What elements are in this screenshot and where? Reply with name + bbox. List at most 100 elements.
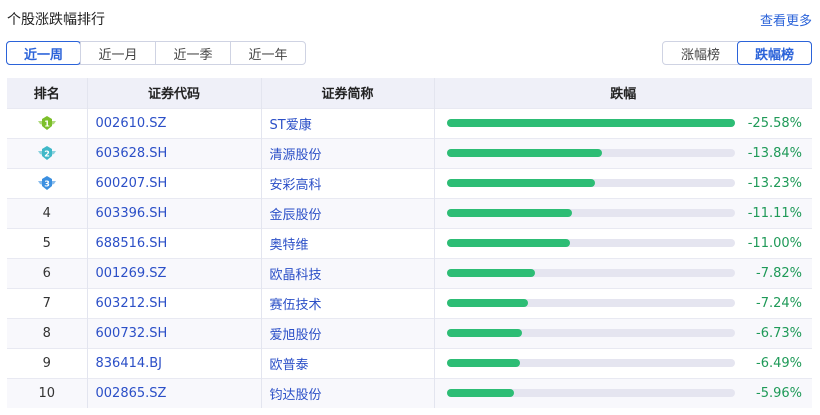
table-row[interactable]: 5 688516.SH 奥特维 -11.00% <box>7 227 812 258</box>
change-bar <box>446 209 735 217</box>
name-link[interactable]: 安彩高科 <box>261 167 435 198</box>
change-value: -25.58% <box>747 115 802 131</box>
change-bar-fill <box>446 209 572 217</box>
table-row[interactable]: 4 603396.SH 金辰股份 -11.11% <box>7 197 812 228</box>
table-row[interactable]: 2 603628.SH 清源股份 -13.84% <box>7 137 812 168</box>
change-value: -11.11% <box>747 205 802 221</box>
page-title: 个股涨跌幅排行 <box>7 12 105 28</box>
medal-icon: 3 <box>37 175 56 191</box>
name-link[interactable]: 欧普泰 <box>261 347 435 378</box>
change-bar <box>446 179 735 187</box>
change-bar-fill <box>446 149 603 157</box>
svg-text:2: 2 <box>44 150 50 159</box>
rank-cell: 9 <box>7 347 88 378</box>
change-cell: -6.49% <box>434 347 812 378</box>
change-bar <box>446 119 735 127</box>
rank-cell: 4 <box>7 197 88 228</box>
name-link[interactable]: 钧达股份 <box>261 377 435 408</box>
change-cell: -6.73% <box>434 317 812 348</box>
change-bar <box>446 389 735 398</box>
change-bar <box>446 359 735 367</box>
name-link[interactable]: ST爱康 <box>261 107 435 138</box>
change-bar-fill <box>446 239 571 247</box>
board-tab-1[interactable]: 涨幅榜 <box>680 47 720 63</box>
svg-text:1: 1 <box>44 120 50 129</box>
code-link[interactable]: 836414.BJ <box>87 347 262 378</box>
rank-cell: 2 <box>7 137 88 168</box>
name-link[interactable]: 赛伍技术 <box>261 287 435 318</box>
table-row[interactable]: 3 600207.SH 安彩高科 -13.23% <box>7 167 812 198</box>
col-rank: 排名 <box>7 78 88 108</box>
change-cell: -11.11% <box>434 197 812 228</box>
code-link[interactable]: 603396.SH <box>87 197 262 228</box>
change-value: -6.73% <box>756 325 802 341</box>
rank-cell: 6 <box>7 257 88 288</box>
change-cell: -7.82% <box>434 257 812 288</box>
period-tab-4[interactable]: 近一年 <box>230 42 305 64</box>
name-link[interactable]: 清源股份 <box>261 137 435 168</box>
name-link[interactable]: 奥特维 <box>261 227 435 258</box>
table-row[interactable]: 6 001269.SZ 欧晶科技 -7.82% <box>7 257 812 288</box>
code-link[interactable]: 001269.SZ <box>87 257 262 288</box>
svg-text:3: 3 <box>44 180 50 189</box>
change-bar <box>446 149 735 157</box>
period-tab-1[interactable]: 近一周 <box>6 41 81 65</box>
col-name: 证券简称 <box>261 78 435 108</box>
code-link[interactable]: 688516.SH <box>87 227 262 258</box>
code-link[interactable]: 603212.SH <box>87 287 262 318</box>
change-cell: -13.84% <box>434 137 812 168</box>
code-link[interactable]: 600732.SH <box>87 317 262 348</box>
table-row[interactable]: 10 002865.SZ 钧达股份 -5.96% <box>7 377 812 408</box>
change-value: -11.00% <box>747 235 802 251</box>
change-bar-fill <box>446 389 514 398</box>
change-cell: -11.00% <box>434 227 812 258</box>
board-tabs: 涨幅榜 跌幅榜 <box>662 41 812 65</box>
change-bar-fill <box>446 269 535 277</box>
code-link[interactable]: 002610.SZ <box>87 107 262 138</box>
period-tabs: 近一周 近一月 近一季 近一年 <box>6 41 306 65</box>
change-value: -7.82% <box>756 265 802 281</box>
name-link[interactable]: 欧晶科技 <box>261 257 435 288</box>
board-tab-2[interactable]: 跌幅榜 <box>737 41 812 65</box>
period-tab-3[interactable]: 近一季 <box>155 42 230 64</box>
change-value: -13.84% <box>747 145 802 161</box>
change-bar <box>446 299 735 307</box>
table-row[interactable]: 8 600732.SH 爱旭股份 -6.73% <box>7 317 812 348</box>
code-link[interactable]: 603628.SH <box>87 137 262 168</box>
ranking-table: 排名 证券代码 证券简称 跌幅 1 002610.SZ ST爱康 -25.58% 2 60… <box>7 78 812 408</box>
view-more-link[interactable]: 查看更多 <box>759 14 812 29</box>
rank-cell: 8 <box>7 317 88 348</box>
change-cell: -13.23% <box>434 167 812 198</box>
rank-cell: 5 <box>7 227 88 258</box>
rank-cell: 1 <box>7 107 88 138</box>
col-change: 跌幅 <box>434 78 812 108</box>
change-bar <box>446 239 735 247</box>
change-bar-fill <box>446 179 596 187</box>
table-row[interactable]: 1 002610.SZ ST爱康 -25.58% <box>7 107 812 138</box>
change-bar-fill <box>446 359 520 367</box>
change-cell: -7.24% <box>434 287 812 318</box>
period-tab-2[interactable]: 近一月 <box>80 42 155 64</box>
medal-icon: 2 <box>37 145 56 161</box>
rank-cell: 10 <box>7 377 88 408</box>
change-cell: -5.96% <box>434 377 812 408</box>
change-cell: -25.58% <box>434 107 812 138</box>
table-row[interactable]: 7 603212.SH 赛伍技术 -7.24% <box>7 287 812 318</box>
change-bar <box>446 329 735 337</box>
medal-icon: 1 <box>37 115 56 131</box>
code-link[interactable]: 600207.SH <box>87 167 262 198</box>
change-value: -5.96% <box>756 385 802 401</box>
change-bar-fill <box>446 299 528 307</box>
rank-cell: 3 <box>7 167 88 198</box>
table-row[interactable]: 9 836414.BJ 欧普泰 -6.49% <box>7 347 812 378</box>
change-bar-fill <box>446 329 523 337</box>
name-link[interactable]: 金辰股份 <box>261 197 435 228</box>
name-link[interactable]: 爱旭股份 <box>261 317 435 348</box>
code-link[interactable]: 002865.SZ <box>87 377 262 408</box>
change-value: -6.49% <box>756 355 802 371</box>
change-value: -7.24% <box>756 295 802 311</box>
col-code: 证券代码 <box>87 78 262 108</box>
rank-cell: 7 <box>7 287 88 318</box>
change-bar-fill <box>446 119 735 127</box>
change-value: -13.23% <box>747 175 802 191</box>
